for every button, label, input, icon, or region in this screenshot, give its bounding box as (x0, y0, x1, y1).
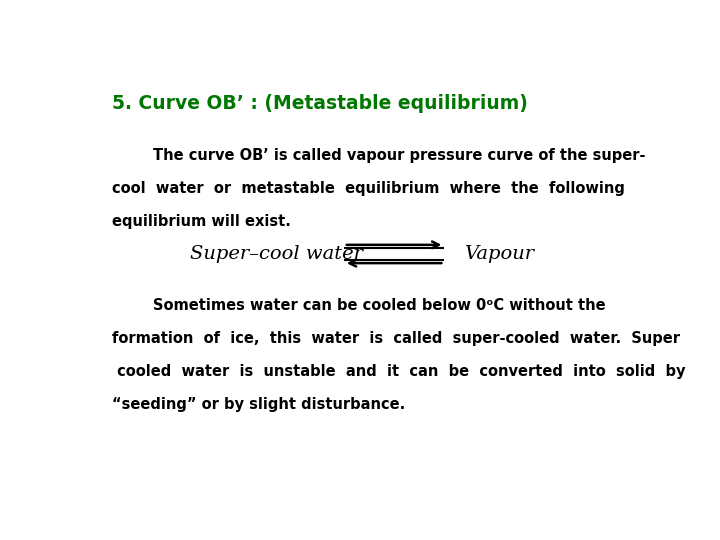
Text: Sometimes water can be cooled below 0ᵒC without the: Sometimes water can be cooled below 0ᵒC … (112, 298, 606, 313)
Text: cooled  water  is  unstable  and  it  can  be  converted  into  solid  by: cooled water is unstable and it can be c… (112, 364, 686, 379)
Text: 5. Curve OB’ : (Metastable equilibrium): 5. Curve OB’ : (Metastable equilibrium) (112, 94, 528, 113)
Text: Vapour: Vapour (464, 245, 534, 263)
Text: The curve OB’ is called vapour pressure curve of the super-: The curve OB’ is called vapour pressure … (112, 148, 646, 163)
Text: equilibrium will exist.: equilibrium will exist. (112, 214, 291, 230)
Text: cool  water  or  metastable  equilibrium  where  the  following: cool water or metastable equilibrium whe… (112, 181, 625, 196)
Text: formation  of  ice,  this  water  is  called  super-cooled  water.  Super: formation of ice, this water is called s… (112, 331, 680, 346)
Text: “seeding” or by slight disturbance.: “seeding” or by slight disturbance. (112, 397, 405, 413)
Text: Super–cool water: Super–cool water (190, 245, 364, 263)
